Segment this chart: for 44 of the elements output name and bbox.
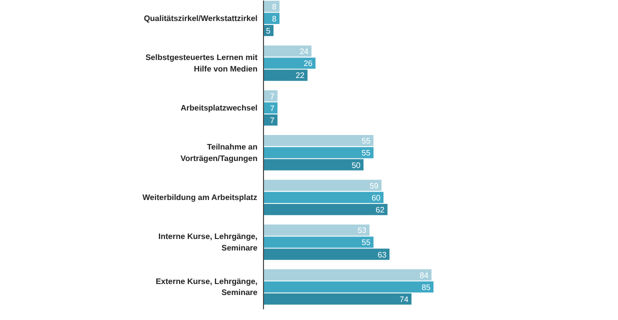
- bar: [264, 192, 384, 204]
- bar: [264, 281, 434, 293]
- bar: [264, 293, 412, 305]
- data-label: 8: [272, 14, 278, 24]
- data-label: 7: [270, 116, 276, 125]
- data-label: 7: [270, 92, 276, 101]
- bar: [264, 224, 370, 236]
- data-label: 85: [422, 282, 432, 292]
- y-tick-label: Externe Kurse, Lehrgänge, Seminare: [156, 276, 258, 298]
- data-label: 55: [362, 136, 372, 146]
- data-label: 53: [358, 226, 368, 236]
- data-label: 74: [400, 295, 410, 304]
- data-label: 60: [372, 193, 382, 202]
- bar: [264, 180, 382, 191]
- y-tick-label: Interne Kurse, Lehrgänge, Seminare: [158, 232, 258, 252]
- data-label: 50: [352, 160, 362, 170]
- data-label: 24: [300, 47, 310, 56]
- data-label: 84: [420, 270, 430, 280]
- data-label: 26: [304, 59, 314, 68]
- data-label: 63: [378, 250, 388, 260]
- bar: [264, 70, 308, 81]
- bar: [264, 269, 432, 280]
- y-tick-label: Qualitätszirkel/Werkstattzirkel: [144, 14, 258, 23]
- bar: [264, 236, 374, 248]
- data-label: 8: [272, 2, 278, 12]
- bar: [264, 134, 374, 146]
- bar: [264, 58, 316, 69]
- data-label: 55: [362, 238, 372, 248]
- bar: [264, 204, 388, 216]
- data-label: 7: [270, 104, 276, 113]
- y-tick-label: Arbeitsplatzwechsel: [180, 103, 258, 112]
- bar: [264, 45, 312, 57]
- bar: [264, 159, 364, 170]
- bar: [264, 147, 374, 158]
- data-label: 5: [266, 26, 272, 36]
- data-label: 59: [370, 181, 380, 190]
- y-tick-label: Weiterbildung am Arbeitsplatz: [142, 192, 258, 202]
- data-label: 62: [376, 206, 386, 215]
- y-tick-label: Teilnahme an Vorträgen/Tagungen: [180, 142, 258, 163]
- y-tick-label: Selbstgesteuertes Lernen mit Hilfe von Medien: [145, 53, 258, 74]
- bar: [264, 248, 390, 260]
- bar: [264, 90, 278, 102]
- data-label: 22: [296, 71, 306, 80]
- data-label: 55: [362, 148, 372, 158]
